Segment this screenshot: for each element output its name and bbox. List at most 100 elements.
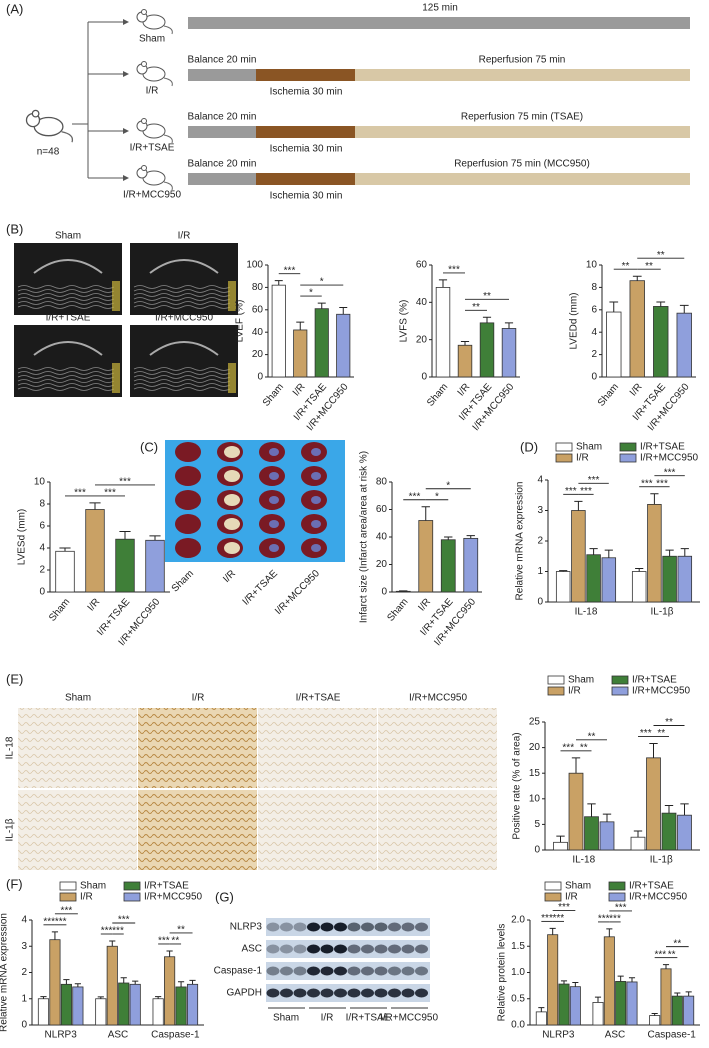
y-tick-label: 40 — [376, 532, 388, 543]
significance-label: *** — [74, 488, 86, 499]
ischemia-bar — [256, 69, 355, 81]
legend-label: Sham — [576, 442, 602, 453]
error-bar — [63, 979, 70, 985]
error-bar — [633, 830, 643, 838]
heart-infarct — [311, 544, 321, 552]
significance-label: ** — [645, 261, 653, 272]
legend-swatch — [608, 881, 626, 891]
y-tick-label: 8 — [39, 499, 45, 510]
error-bar — [649, 743, 658, 758]
bar — [152, 998, 164, 1026]
error-bar — [602, 813, 612, 822]
error-bar — [606, 928, 613, 937]
bar — [630, 836, 646, 851]
blot-band — [401, 944, 415, 954]
blot-band — [334, 966, 347, 976]
error-bar — [177, 981, 185, 987]
x-tick-label: I/R — [86, 597, 103, 614]
error-bar — [680, 803, 689, 816]
blot-row-label: GAPDH — [226, 988, 262, 999]
error-bar — [680, 548, 689, 557]
y-tick-label: 100 — [246, 260, 263, 271]
significance-label: ** — [580, 742, 588, 753]
blot-band — [266, 944, 280, 954]
error-bar — [155, 996, 162, 999]
heart-infarct — [269, 448, 279, 456]
bar — [647, 503, 662, 603]
ihc-image — [378, 790, 497, 870]
blot-band — [374, 988, 388, 998]
heart-infarct — [224, 494, 240, 506]
bar — [631, 571, 647, 603]
blot-band — [320, 944, 334, 954]
x-tick-label: NLRP3 — [45, 1030, 78, 1041]
significance-label: *** — [562, 742, 574, 753]
echo-trace — [17, 375, 115, 379]
y-tick-label: 2.0 — [511, 915, 525, 926]
echo-trace — [17, 285, 115, 289]
blot-band — [334, 988, 347, 998]
legend-swatch — [608, 892, 626, 902]
error-bar — [572, 981, 579, 987]
significance-label: *** — [641, 478, 653, 489]
x-tick-label: Caspase-1 — [151, 1030, 200, 1041]
bar — [145, 539, 165, 593]
heart-slice — [175, 538, 201, 558]
x-tick-label: Sham — [425, 382, 450, 409]
y-axis-label: LVEDd (mm) — [569, 292, 580, 349]
error-bar — [559, 570, 568, 572]
bar — [106, 945, 118, 1026]
mouse-icon — [136, 118, 173, 144]
y-axis-label: Infarct size (Infarct area/area at risk … — [359, 451, 370, 623]
bar — [129, 983, 141, 1026]
error-bar — [132, 980, 139, 985]
significance-label: *** — [580, 486, 592, 497]
bar — [418, 520, 434, 593]
bar — [95, 998, 107, 1026]
bar — [555, 571, 571, 603]
blot-band — [361, 944, 374, 954]
y-tick-label: 80 — [252, 282, 264, 293]
heart-infarct — [311, 520, 321, 528]
significance-label: *** — [61, 905, 73, 916]
x-tick-label: IL-1β — [651, 607, 674, 618]
bar — [85, 509, 105, 593]
significance-label: ** — [657, 250, 665, 261]
x-tick-label: Sham — [261, 382, 286, 409]
ihc-column-label: I/R — [192, 693, 205, 704]
error-bar — [189, 979, 196, 985]
blot-band — [347, 966, 361, 976]
bar — [646, 757, 661, 851]
blot-band — [361, 966, 374, 976]
bar — [592, 1002, 604, 1026]
bar — [676, 312, 692, 378]
blot-band — [401, 988, 415, 998]
heart-infarct — [269, 472, 279, 480]
echo-trace — [133, 305, 231, 309]
echo-trace — [17, 293, 115, 297]
echo-scale — [228, 363, 236, 393]
bar — [186, 983, 199, 1026]
group-name: I/R+MCC950 — [123, 190, 182, 201]
blot-band — [374, 944, 388, 954]
bar — [271, 284, 286, 378]
blot-band — [266, 966, 280, 976]
y-tick-label: 0 — [534, 845, 540, 856]
blot-band — [307, 922, 320, 932]
significance-label: ** — [622, 261, 630, 272]
echo-trace — [133, 375, 231, 379]
error-bar — [109, 940, 116, 947]
echo-trace — [133, 297, 231, 301]
error-bar — [632, 275, 642, 281]
y-tick-label: 60 — [416, 260, 428, 271]
bar — [175, 986, 187, 1026]
blot-band — [415, 944, 428, 954]
y-tick-label: 4 — [21, 915, 27, 926]
significance-label: *** — [654, 949, 666, 960]
bar — [72, 986, 84, 1026]
echo-scale — [112, 363, 120, 393]
error-bar — [604, 549, 613, 558]
y-tick-label: 0 — [381, 587, 387, 598]
y-tick-label: 60 — [252, 304, 264, 315]
error-bar — [40, 996, 47, 999]
